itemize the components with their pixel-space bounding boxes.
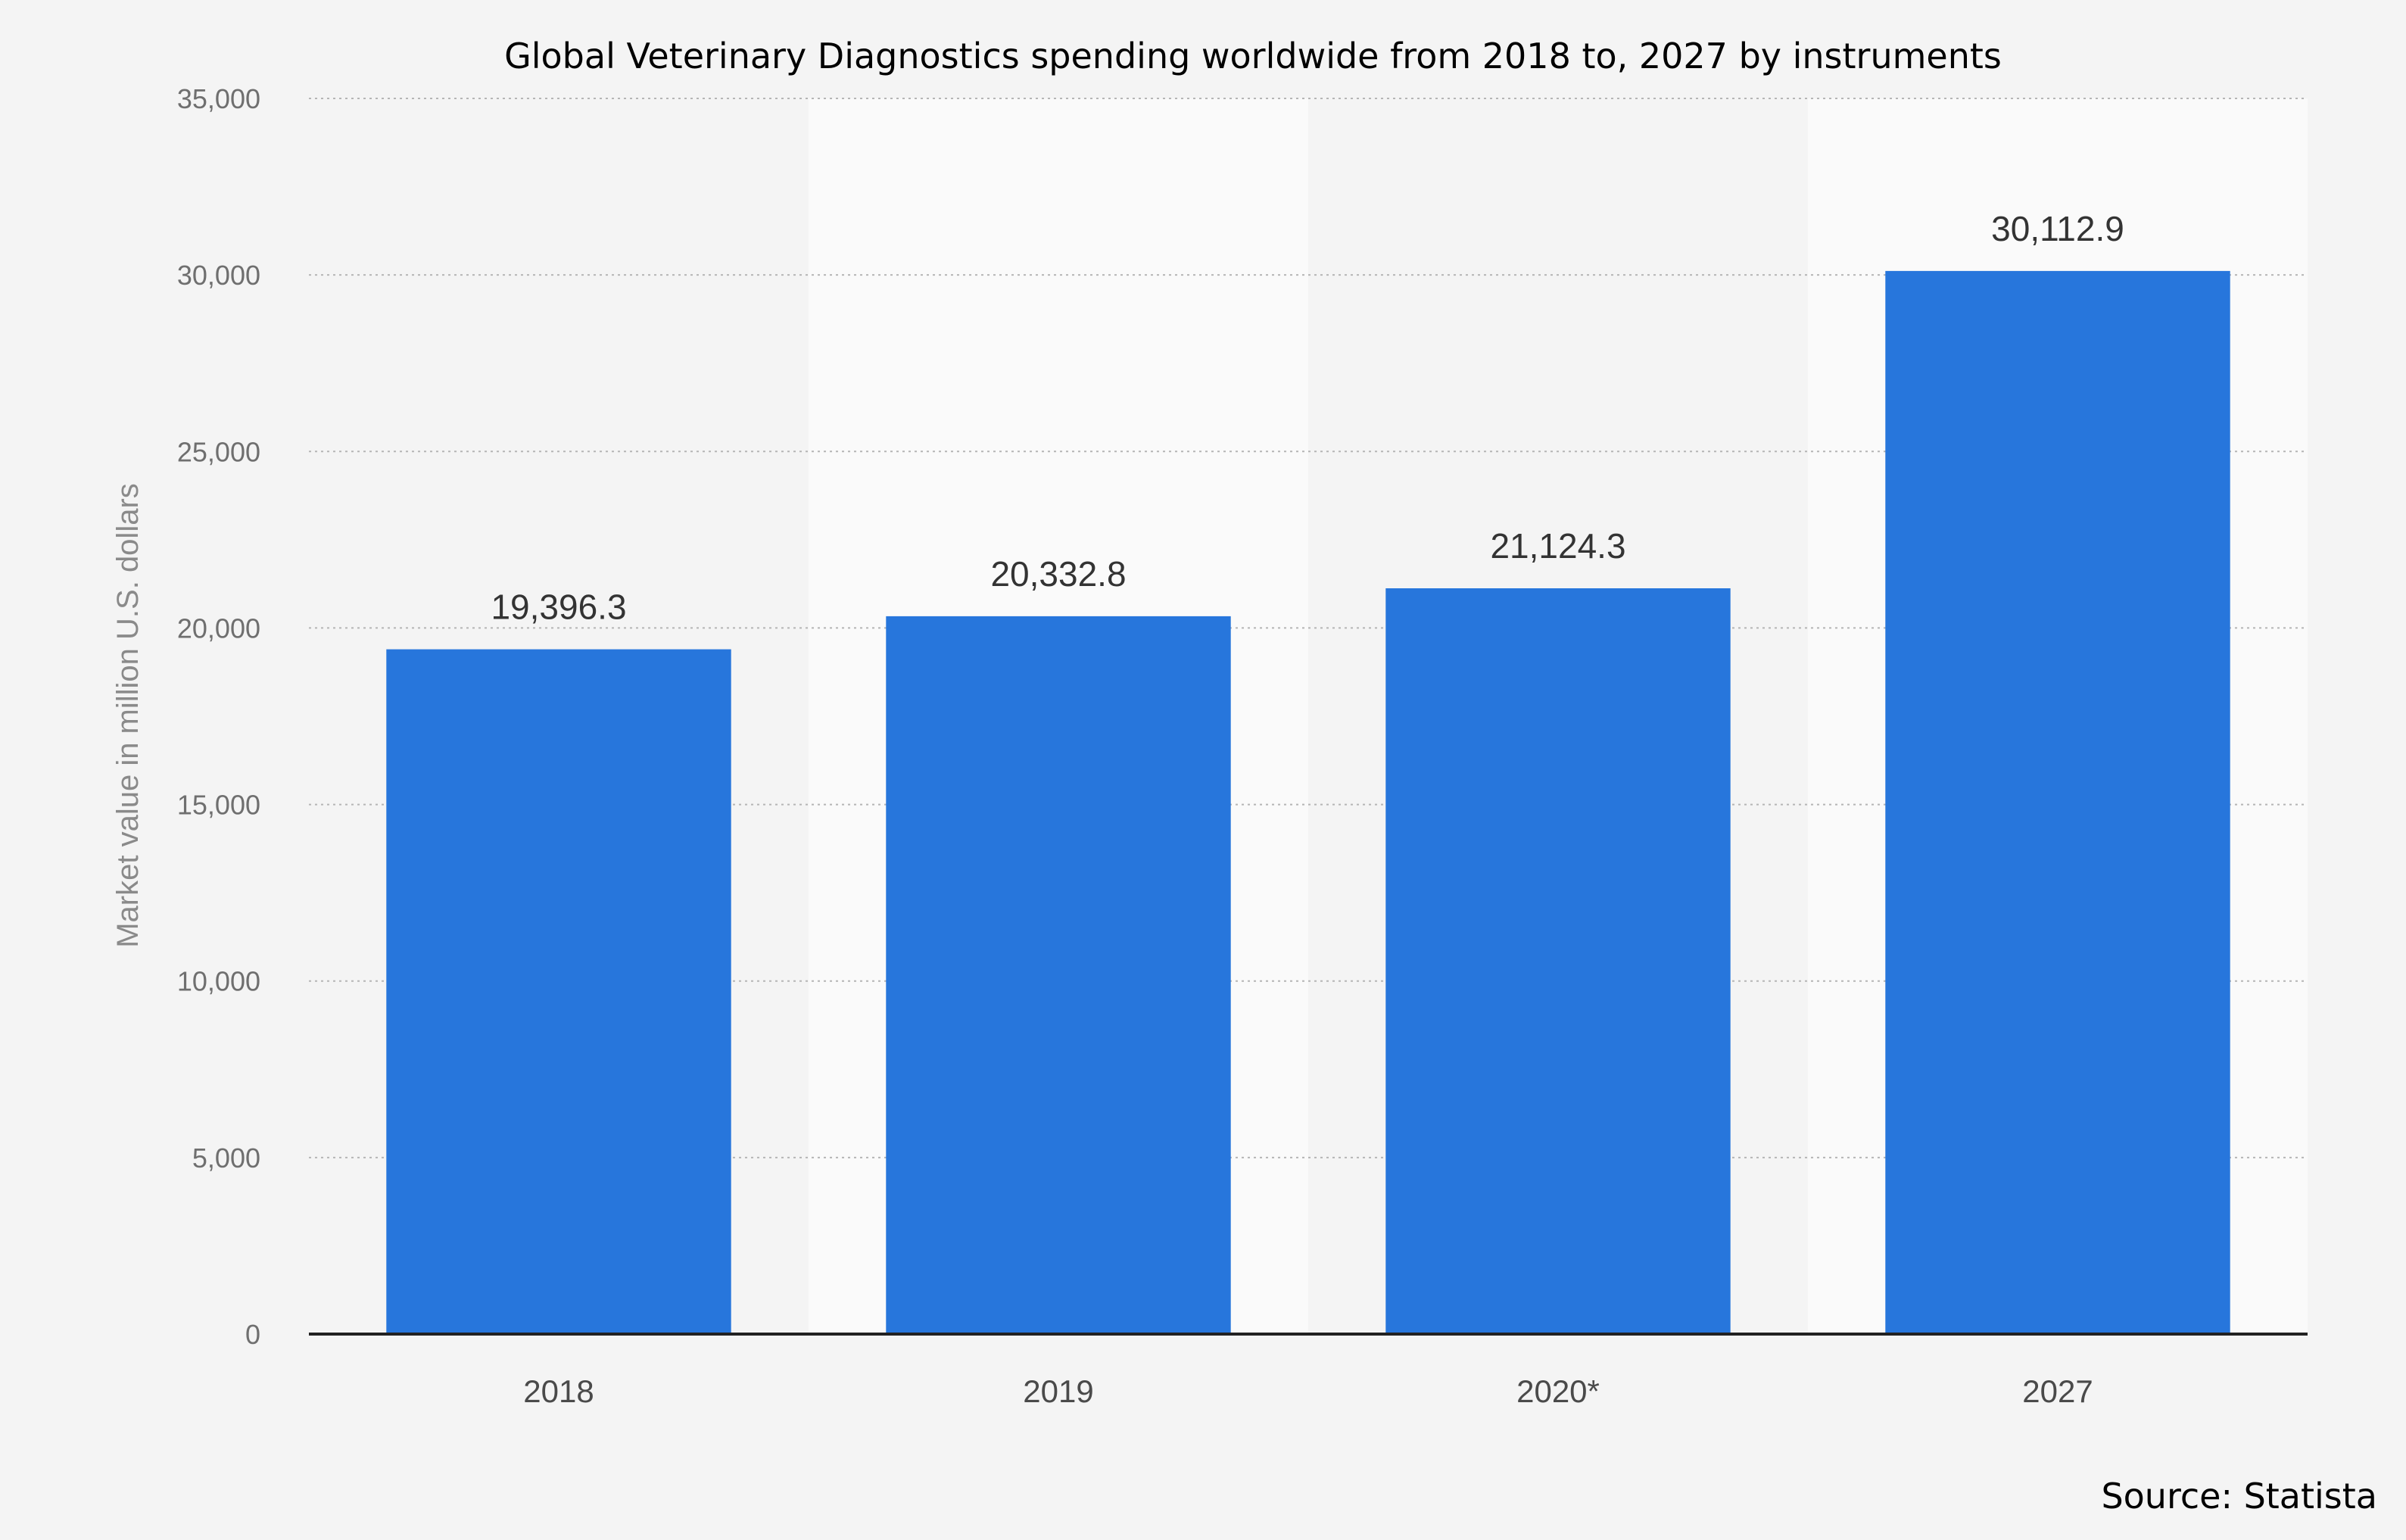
- x-tick-label: 2027: [2022, 1373, 2093, 1409]
- x-axis-ticks: 2018 2019 2020* 2027: [523, 1373, 2093, 1409]
- source-note: Source: Statista: [2101, 1476, 2377, 1517]
- y-tick-label: 15,000: [177, 790, 260, 821]
- bar: [886, 616, 1231, 1334]
- y-axis-ticks: 0 5,000 10,000 15,000 20,000 25,000 30,000 35,0…: [177, 83, 260, 1350]
- y-axis-title: Market value in million U.S. dollars: [111, 483, 145, 948]
- y-tick-label: 20,000: [177, 613, 260, 644]
- bar: [1385, 588, 1731, 1334]
- x-tick-label: 2020*: [1516, 1373, 1600, 1409]
- y-tick-label: 10,000: [177, 966, 260, 997]
- bar-value-label: 30,112.9: [1991, 209, 2124, 248]
- x-tick-label: 2019: [1023, 1373, 1093, 1409]
- y-tick-label: 25,000: [177, 436, 260, 467]
- x-tick-label: 2018: [523, 1373, 594, 1409]
- bar-value-label: 20,332.8: [990, 554, 1126, 594]
- y-tick-label: 0: [245, 1319, 260, 1350]
- bar: [386, 649, 731, 1334]
- bar: [1885, 270, 2230, 1335]
- chart-title: Global Veterinary Diagnostics spending w…: [504, 36, 2002, 76]
- bars: [386, 270, 2230, 1335]
- y-tick-label: 35,000: [177, 83, 260, 114]
- bar-value-label: 21,124.3: [1490, 526, 1625, 566]
- bar-value-label: 19,396.3: [491, 588, 626, 627]
- y-tick-label: 30,000: [177, 260, 260, 291]
- data-labels: 19,396.3 20,332.8 21,124.3 30,112.9: [491, 209, 2124, 627]
- y-tick-label: 5,000: [192, 1143, 260, 1174]
